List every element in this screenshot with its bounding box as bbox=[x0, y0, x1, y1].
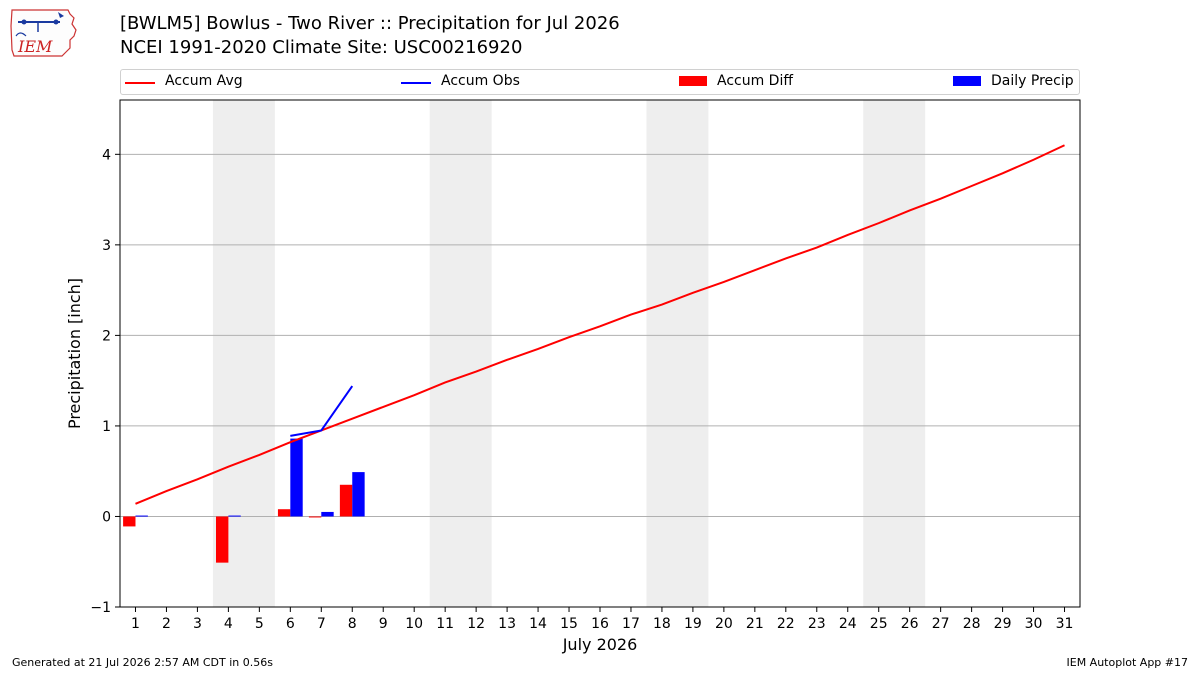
y-tick-label: 0 bbox=[102, 509, 111, 525]
x-tick-label: 18 bbox=[653, 616, 671, 632]
chart-subtitle: NCEI 1991-2020 Climate Site: USC00216920 bbox=[120, 37, 523, 58]
x-tick-label: 3 bbox=[193, 616, 202, 632]
x-tick-label: 23 bbox=[808, 616, 826, 632]
x-tick-label: 6 bbox=[286, 616, 295, 632]
bar-accum-diff bbox=[339, 484, 353, 517]
y-tick-label: 4 bbox=[102, 147, 111, 163]
legend-label: Accum Diff bbox=[717, 73, 794, 89]
bar-daily-precip bbox=[321, 511, 334, 517]
footer-app: IEM Autoplot App #17 bbox=[1066, 656, 1189, 669]
line-accum-obs bbox=[290, 385, 354, 437]
weekend-band bbox=[646, 100, 709, 607]
bar-accum-diff bbox=[123, 516, 136, 527]
legend: Accum Avg Accum Obs Accum Diff Daily Pre… bbox=[120, 69, 1080, 95]
x-tick-label: 14 bbox=[529, 616, 547, 632]
x-tick-label: 29 bbox=[994, 616, 1012, 632]
chart-title: [BWLM5] Bowlus - Two River :: Precipitat… bbox=[120, 13, 620, 34]
bar-daily-precip bbox=[135, 515, 148, 517]
y-tick-label: 2 bbox=[102, 328, 111, 344]
x-tick-label: 22 bbox=[777, 616, 795, 632]
x-tick-label: 9 bbox=[379, 616, 388, 632]
y-tick-label: 3 bbox=[102, 238, 111, 254]
x-tick-label: 28 bbox=[963, 616, 981, 632]
y-tick-label: 1 bbox=[102, 419, 111, 435]
x-tick-label: 30 bbox=[1025, 616, 1043, 632]
bar-accum-diff bbox=[277, 509, 291, 517]
x-tick-label: 27 bbox=[932, 616, 950, 632]
x-tick-label: 24 bbox=[839, 616, 857, 632]
x-tick-label: 21 bbox=[746, 616, 764, 632]
x-tick-label: 4 bbox=[224, 616, 233, 632]
weekend-band bbox=[863, 100, 926, 607]
bar-accum-diff bbox=[308, 516, 322, 518]
x-tick-label: 19 bbox=[684, 616, 702, 632]
bar-accum-diff bbox=[216, 516, 229, 563]
x-tick-label: 10 bbox=[405, 616, 423, 632]
x-tick-label: 2 bbox=[162, 616, 171, 632]
x-tick-label: 20 bbox=[715, 616, 733, 632]
bar-daily-precip bbox=[290, 438, 303, 517]
x-tick-label: 16 bbox=[591, 616, 609, 632]
x-tick-label: 25 bbox=[870, 616, 888, 632]
line-accum-avg bbox=[135, 144, 1065, 505]
bar-daily-precip bbox=[352, 472, 365, 517]
x-tick-label: 15 bbox=[560, 616, 578, 632]
x-tick-label: 12 bbox=[467, 616, 485, 632]
y-axis-label: Precipitation [inch] bbox=[65, 278, 84, 429]
x-tick-label: 11 bbox=[436, 616, 454, 632]
legend-line-swatch bbox=[401, 82, 431, 84]
footer-generated: Generated at 21 Jul 2026 2:57 AM CDT in … bbox=[12, 656, 273, 669]
legend-line-swatch bbox=[125, 82, 155, 84]
x-tick-label: 7 bbox=[317, 616, 326, 632]
legend-label: Daily Precip bbox=[991, 73, 1074, 89]
x-tick-label: 17 bbox=[622, 616, 640, 632]
y-tick-label: −1 bbox=[90, 600, 111, 616]
plot-frame bbox=[119, 99, 1081, 608]
legend-label: Accum Avg bbox=[165, 73, 243, 89]
legend-box-swatch bbox=[953, 76, 981, 86]
bar-daily-precip bbox=[228, 515, 241, 517]
x-tick-label: 31 bbox=[1056, 616, 1074, 632]
iem-logo: IEM bbox=[10, 9, 77, 57]
legend-box-swatch bbox=[679, 76, 707, 86]
x-tick-label: 26 bbox=[901, 616, 919, 632]
weekend-band bbox=[429, 100, 492, 607]
x-tick-label: 1 bbox=[131, 616, 140, 632]
legend-label: Accum Obs bbox=[441, 73, 520, 89]
logo-text: IEM bbox=[17, 37, 53, 56]
x-tick-label: 13 bbox=[498, 616, 516, 632]
x-tick-label: 5 bbox=[255, 616, 264, 632]
x-tick-label: 8 bbox=[348, 616, 357, 632]
x-axis-label: July 2026 bbox=[562, 635, 638, 654]
